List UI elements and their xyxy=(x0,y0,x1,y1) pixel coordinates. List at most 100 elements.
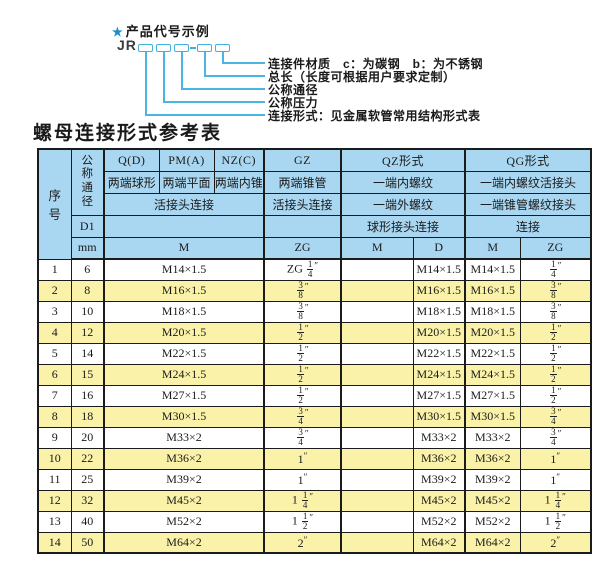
cell-m-thread: M27×1.5 xyxy=(103,384,265,407)
table-row: 5 14 M22×1.5 1 2 ″ M22×1.5 M22×1.5 1 2 ″ xyxy=(37,342,592,365)
header-qg-ends: 一端内螺纹活接头 xyxy=(464,170,592,194)
cell-serial-no: 2 xyxy=(37,279,72,302)
cell-qz-m xyxy=(340,321,414,344)
nut-connection-table: 序号 公称通径 Q(D) PM(A) NZ(C) GZ QZ形式 QG形式 两端… xyxy=(37,148,592,555)
header-pm-code: PM(A) xyxy=(158,148,215,172)
table-row: 4 12 M20×1.5 1 2 ″ M20×1.5 M20×1.5 1 2 ″ xyxy=(37,321,592,344)
cell-qg-zg: 1″ xyxy=(519,447,592,470)
cell-qz-d: M16×1.5 xyxy=(412,279,466,302)
cell-gz-size: 1″ xyxy=(263,447,342,470)
header-qz-code: QZ形式 xyxy=(340,148,466,172)
cell-dn: 14 xyxy=(70,342,105,365)
cell-serial-no: 9 xyxy=(37,426,72,449)
cell-qz-m xyxy=(340,489,414,512)
cell-qz-d: M64×2 xyxy=(412,531,466,554)
leader-line xyxy=(181,52,183,89)
cell-qz-d: M36×2 xyxy=(412,447,466,470)
cell-m-thread: M39×2 xyxy=(103,468,265,491)
cell-qz-d: M30×1.5 xyxy=(412,405,466,428)
star-icon: ★ xyxy=(112,25,124,39)
cell-qz-m xyxy=(340,279,414,302)
cell-qg-m: M16×1.5 xyxy=(464,279,521,302)
cell-qg-m: M18×1.5 xyxy=(464,300,521,323)
cell-m-thread: M33×2 xyxy=(103,426,265,449)
leader-line xyxy=(222,52,224,63)
header-qg-joint: 一端锥管螺纹接头 xyxy=(464,192,592,216)
cell-dn: 25 xyxy=(70,468,105,491)
code-box-5 xyxy=(215,44,230,52)
header-empty-qpn xyxy=(103,214,265,238)
cell-qg-zg: 3 4 ″ xyxy=(519,426,592,449)
cell-qg-zg: 3 8 ″ xyxy=(519,279,592,302)
table-row: 2 8 M16×1.5 3 8 ″ M16×1.5 M16×1.5 3 8 ″ xyxy=(37,279,592,302)
cell-dn: 10 xyxy=(70,300,105,323)
cell-serial-no: 5 xyxy=(37,342,72,365)
cell-m-thread: M16×1.5 xyxy=(103,279,265,302)
cell-gz-size: 1 1 4 ″ xyxy=(263,489,342,512)
cell-qg-zg: 3 4 ″ xyxy=(519,405,592,428)
cell-qz-d: M20×1.5 xyxy=(412,321,466,344)
cell-qz-d: M22×1.5 xyxy=(412,342,466,365)
header-qpn-joint: 活接头连接 xyxy=(103,192,265,216)
header-empty-gz xyxy=(263,214,342,238)
cell-m-thread: M36×2 xyxy=(103,447,265,470)
cell-qg-zg: 1 2 ″ xyxy=(519,342,592,365)
table-row: 14 50 M64×2 2″ M64×2 M64×2 2″ xyxy=(37,531,592,554)
cell-m-thread: M18×1.5 xyxy=(103,300,265,323)
table-row: 11 25 M39×2 1″ M39×2 M39×2 1″ xyxy=(37,468,592,491)
table-row: 6 15 M24×1.5 1 2 ″ M24×1.5 M24×1.5 1 2 ″ xyxy=(37,363,592,386)
table-row: 7 16 M27×1.5 1 2 ″ M27×1.5 M27×1.5 1 2 ″ xyxy=(37,384,592,407)
cell-m-thread: M52×2 xyxy=(103,510,265,533)
cell-serial-no: 4 xyxy=(37,321,72,344)
cell-qz-d: M39×2 xyxy=(412,468,466,491)
table-row: 12 32 M45×2 1 1 4 ″ M45×2 M45×2 1 1 4 ″ xyxy=(37,489,592,512)
cell-gz-size: 1 2 ″ xyxy=(263,321,342,344)
header-qz-ends: 一端内螺纹 xyxy=(340,170,466,194)
cell-qz-m xyxy=(340,531,414,554)
table-row: 10 22 M36×2 1″ M36×2 M36×2 1″ xyxy=(37,447,592,470)
cell-gz-size: 1 2 ″ xyxy=(263,342,342,365)
cell-m-thread: M45×2 xyxy=(103,489,265,512)
cell-qg-m: M52×2 xyxy=(464,510,521,533)
cell-serial-no: 3 xyxy=(37,300,72,323)
cell-serial-no: 13 xyxy=(37,510,72,533)
table-title: 螺母连接形式参考表 xyxy=(33,123,223,144)
cell-serial-no: 10 xyxy=(37,447,72,470)
cell-gz-size: 3 4 ″ xyxy=(263,426,342,449)
cell-qz-m xyxy=(340,510,414,533)
cell-dn: 20 xyxy=(70,426,105,449)
code-box-2 xyxy=(156,44,171,52)
product-code-heading: ★ 产品代号示例 xyxy=(112,21,210,40)
header-unit-zg-qg: ZG xyxy=(519,236,592,260)
cell-m-thread: M24×1.5 xyxy=(103,363,265,386)
cell-qg-zg: 3 8 ″ xyxy=(519,300,592,323)
cell-serial-no: 11 xyxy=(37,468,72,491)
cell-gz-size: 1 2 ″ xyxy=(263,363,342,386)
header-serial-no: 序号 xyxy=(37,148,72,260)
label-material: 连接件材质 c：为碳钢 b：为不锈钢 xyxy=(268,57,484,71)
cell-m-thread: M64×2 xyxy=(103,531,265,554)
cell-qz-d: M45×2 xyxy=(412,489,466,512)
header-pm-ends: 两端平面 xyxy=(158,170,215,194)
cell-qz-d: M24×1.5 xyxy=(412,363,466,386)
cell-m-thread: M30×1.5 xyxy=(103,405,265,428)
cell-qg-zg: 1 1 2 ″ xyxy=(519,510,592,533)
header-unit-m-qg: M xyxy=(464,236,521,260)
header-mm: mm xyxy=(70,236,105,260)
leader-line xyxy=(204,52,206,76)
cell-qz-d: M14×1.5 xyxy=(412,258,466,281)
label-conn-form: 连接形式：见金属软管常用结构形式表 xyxy=(268,109,481,123)
cell-dn: 6 xyxy=(70,258,105,281)
header-qg-conn: 连接 xyxy=(464,214,592,238)
header-nz-code: NZ(C) xyxy=(213,148,265,172)
cell-qg-zg: 1 1 4 ″ xyxy=(519,489,592,512)
header-gz-joint: 活接头连接 xyxy=(263,192,342,216)
cell-dn: 8 xyxy=(70,279,105,302)
cell-qz-d: M18×1.5 xyxy=(412,300,466,323)
cell-qz-m xyxy=(340,426,414,449)
table-row: 13 40 M52×2 1 1 2 ″ M52×2 M52×2 1 1 2 ″ xyxy=(37,510,592,533)
cell-qg-zg: 1″ xyxy=(519,468,592,491)
leader-line xyxy=(163,101,265,103)
table-row: 3 10 M18×1.5 3 8 ″ M18×1.5 M18×1.5 3 8 ″ xyxy=(37,300,592,323)
cell-qg-zg: 1 4 ″ xyxy=(519,258,592,281)
